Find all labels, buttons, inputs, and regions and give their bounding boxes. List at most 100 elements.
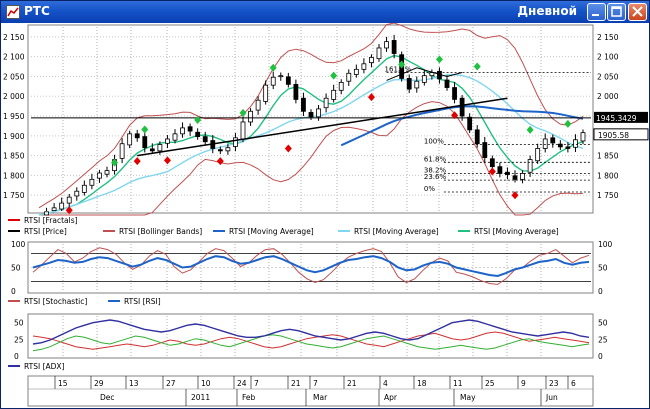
candle: [542, 133, 548, 153]
day-label: 27: [166, 379, 176, 388]
chart-app-icon: [6, 5, 20, 19]
day-label: 18: [417, 379, 427, 388]
month-label: Dec: [100, 393, 115, 402]
price-tick-label: 1 850: [597, 152, 619, 161]
candle-body: [550, 137, 556, 144]
bollinger-lower-line: [39, 101, 584, 216]
fibonacci-label: 161.8%: [385, 66, 412, 74]
candle: [353, 64, 359, 78]
candle: [51, 203, 57, 212]
candle: [565, 142, 571, 153]
oscillator-panel[interactable]: 100 50 0 100 50 0: [11, 240, 613, 296]
candle-body: [142, 136, 148, 149]
candle-body: [520, 173, 525, 180]
candle-body: [376, 47, 382, 60]
candle-body: [482, 142, 488, 158]
candle: [202, 131, 208, 146]
price-tick-label: 2 000: [597, 92, 619, 101]
candle-body: [535, 148, 541, 162]
candle-body: [89, 178, 95, 186]
oscillator-tick-label: 50: [598, 264, 608, 273]
candle-body: [497, 166, 503, 174]
legend-label: RTSI [RSI]: [124, 297, 161, 306]
candle-body: [119, 143, 125, 159]
candle: [285, 72, 291, 88]
fractal-down-marker: [216, 157, 224, 166]
fibonacci-label: 23.6%: [424, 173, 447, 181]
month-label: May: [460, 393, 476, 402]
current-price-label: 1945.3429: [596, 114, 637, 123]
fibonacci-label: 100%: [424, 138, 444, 146]
adx-legend: RTSI [ADX]: [8, 362, 65, 371]
candle-body: [97, 172, 102, 179]
price-panel[interactable]: 2 150 2 100 2 050 2 000 1 950 1 900 1 850 1 800…: [3, 23, 649, 216]
candle-body: [316, 108, 321, 118]
candle-body: [301, 97, 306, 112]
candle: [74, 187, 80, 201]
time-axis[interactable]: 15 29 13 27 10 24 7 21 7 21 4 18 11 25 9 23 6 Dec 2011 Feb M…: [27, 375, 594, 407]
candle-body: [285, 76, 291, 85]
candle: [44, 207, 49, 216]
candle: [233, 133, 238, 152]
candle: [467, 113, 473, 134]
fractal-down-marker: [65, 206, 73, 215]
price-tick-label: 2 100: [3, 53, 25, 62]
fractal-up-marker: [330, 71, 338, 80]
fractal-down-marker: [451, 111, 459, 120]
candle: [255, 96, 261, 115]
candle: [89, 173, 95, 190]
candle: [187, 123, 193, 136]
title-bar[interactable]: PTC Дневной: [1, 1, 649, 23]
candle: [414, 76, 420, 93]
candle-body: [361, 63, 367, 70]
candle: [119, 138, 125, 164]
candle-body: [323, 97, 329, 109]
candle: [573, 134, 578, 153]
candle-body: [444, 79, 450, 88]
candle: [97, 169, 102, 183]
month-label: Mar: [313, 393, 328, 402]
day-label: 21: [347, 379, 357, 388]
candle: [361, 58, 367, 74]
close-button[interactable]: [628, 3, 647, 21]
candle: [195, 128, 201, 140]
fractal-down-marker: [488, 167, 496, 176]
candle-body: [406, 78, 412, 90]
candle: [225, 143, 231, 155]
day-label: 24: [237, 379, 247, 388]
price-tick-label: 1 950: [3, 112, 25, 121]
candle: [391, 34, 397, 59]
candle-body: [51, 207, 57, 212]
fractal-down-marker: [367, 93, 375, 102]
candle: [134, 129, 140, 142]
candle: [301, 92, 306, 117]
candle: [172, 129, 178, 144]
candle-body: [331, 89, 337, 100]
candle-body: [527, 159, 533, 173]
candle: [369, 54, 374, 68]
candle: [59, 197, 65, 211]
price-tick-label: 1 750: [597, 191, 619, 200]
chart-area[interactable]: 2 150 2 100 2 050 2 000 1 950 1 900 1 850 1 800…: [1, 23, 649, 408]
fractal-down-marker: [511, 191, 519, 200]
day-label: 7: [313, 379, 318, 388]
window-title: PTC: [24, 4, 50, 18]
adx-tick-label: 50: [598, 319, 608, 328]
trend-line: [137, 97, 508, 157]
candle: [180, 122, 185, 138]
candle: [550, 134, 556, 148]
candle-body: [384, 41, 389, 49]
candle-body: [248, 110, 253, 123]
candle-body: [134, 133, 140, 139]
minimize-button[interactable]: [587, 3, 606, 21]
legend-label: RTSI [Stochastic]: [24, 297, 87, 306]
adx-panel[interactable]: 50 25 0 50 25 0: [14, 313, 608, 361]
current-price-box: [594, 111, 648, 123]
candle-body: [293, 83, 299, 100]
candle: [293, 79, 299, 104]
fibonacci-label: 0%: [424, 185, 435, 193]
legend-label: RTSI [Fractals]: [24, 216, 78, 225]
candle: [142, 131, 148, 153]
legend-label: RTSI [Price]: [24, 227, 67, 236]
maximize-button[interactable]: [607, 3, 626, 21]
